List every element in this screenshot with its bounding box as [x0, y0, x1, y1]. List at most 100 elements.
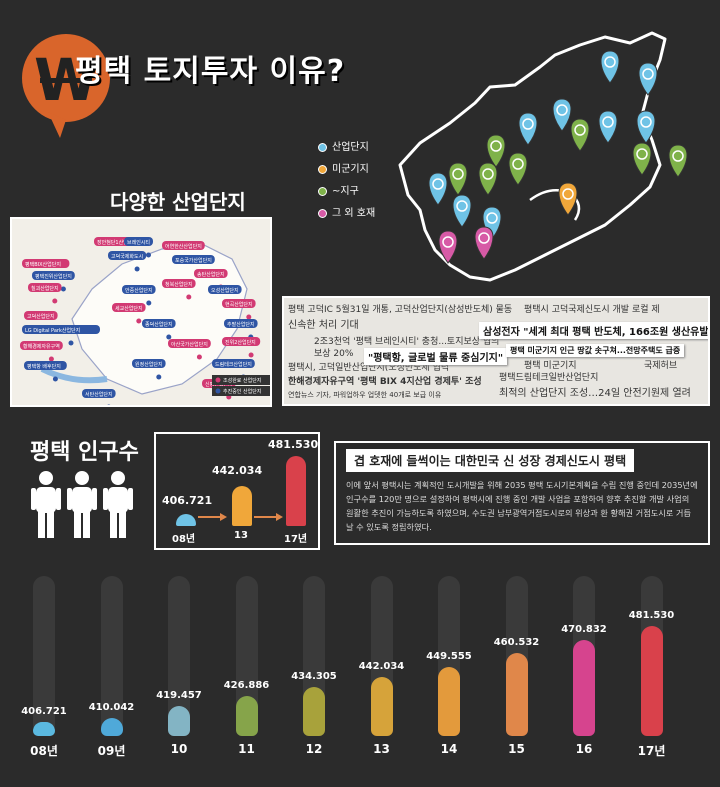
bar: [100, 717, 123, 736]
svg-text:어연한산산업단지: 어연한산산업단지: [165, 243, 202, 250]
svg-text:종덕산업단지: 종덕산업단지: [145, 321, 173, 328]
industrial-site-dot: [166, 334, 172, 340]
svg-text:평택BIX산업단지: 평택BIX산업단지: [25, 261, 61, 268]
svg-text:칠괴산업단지: 칠괴산업단지: [31, 285, 59, 292]
industrial-legend-item: 조성완료 산업단지: [212, 375, 270, 385]
news-headline: 평택 미군기지 인근 땅값 솟구쳐...전망주택도 급증: [506, 344, 685, 357]
bar-category-label: 13: [373, 742, 390, 756]
bar-category-label: 16: [575, 742, 593, 756]
svg-text:장안첨단1산업단지: 장안첨단1산업단지: [97, 239, 137, 246]
bar-track: [100, 576, 123, 736]
bar-track: [168, 576, 190, 736]
description-box: 겹 호재에 들썩이는 대한민국 신 성장 경제신도시 평택 이에 앞서 평택시는…: [334, 441, 710, 545]
industrial-tag: 추팔산업단지: [224, 319, 258, 328]
news-line: 평택시, 고덕일반산업단지(오성반도체 협력: [288, 363, 450, 373]
industrial-tag: 칠괴산업단지: [28, 283, 62, 292]
industrial-site-dot: [156, 374, 162, 380]
industrial-site-dot: [246, 314, 252, 320]
news-line: 신속한 처리 기대: [288, 320, 359, 331]
bar: [303, 686, 325, 736]
map-pin-icon: [474, 226, 494, 260]
people-icon: [31, 471, 133, 538]
legend-item-industrial: 산업단지: [318, 138, 369, 153]
bar-category-label: 14: [440, 742, 458, 756]
map-pin-icon: [452, 194, 472, 228]
bar-value-label: 470.832: [561, 623, 607, 635]
bar: [573, 639, 595, 736]
bar-value-label: 442.034: [358, 660, 405, 672]
map-pin-icon: [552, 98, 572, 132]
industrial-tag: 오성산업단지: [208, 285, 242, 294]
map-pins: [428, 50, 688, 264]
industrial-site-dot: [52, 298, 58, 304]
svg-text:송탄산업단지: 송탄산업단지: [197, 271, 225, 278]
bar-category-label: 17년: [637, 744, 666, 758]
news-collage: 평택 고덕IC 5월31일 개통, 고덕산업단지(삼성반도체) 물동 신속한 처…: [282, 296, 710, 406]
map-pin-icon: [638, 62, 658, 96]
industrial-tag: 평택진위산업단지: [32, 271, 75, 280]
bar-value-label: 419.457: [156, 689, 202, 701]
svg-text:평택항 배후단지: 평택항 배후단지: [27, 363, 61, 370]
bar-category-label: 10: [170, 742, 188, 756]
bar-value-label: 449.555: [426, 651, 472, 663]
bar: [33, 722, 55, 736]
map-pin-icon: [668, 144, 688, 178]
svg-text:현곡산업단지: 현곡산업단지: [225, 301, 253, 308]
bar-value-label: 410.042: [88, 701, 135, 713]
legend-item-other: 그 외 호재: [318, 204, 375, 219]
industrial-site-dot: [248, 352, 254, 358]
industrial-title: 다양한 산업단지: [110, 190, 246, 214]
industrial-site-dot: [186, 294, 192, 300]
industrial-site-dot: [146, 300, 152, 306]
legend-dot-icon: [318, 208, 327, 218]
bar-value-label: 460.532: [493, 636, 540, 648]
legend-item-district: ~지구: [318, 182, 359, 197]
svg-text:고덕국제화도시: 고덕국제화도시: [111, 253, 143, 260]
description-title: 겹 호재에 들썩이는 대한민국 신 성장 경제신도시 평택: [346, 449, 635, 472]
industrial-site-dot: [136, 318, 142, 324]
industrial-tag: 고덕국제화도시: [108, 251, 147, 260]
svg-text:브레인시티: 브레인시티: [127, 239, 150, 246]
map-pin-icon: [558, 182, 578, 216]
bar-category-label: 12: [305, 742, 323, 756]
news-headline: 삼성전자 "세계 최대 평택 반도체, 166조원 생산유발": [479, 322, 708, 339]
svg-text:청북산업단지: 청북산업단지: [165, 281, 193, 288]
news-line: 2조3천억 '평택 브레인시티' 충청...토지보상 협의: [314, 337, 500, 347]
bar-category-label: 15: [508, 742, 525, 756]
industrial-tag: 청북산업단지: [162, 279, 196, 288]
legend-dot-icon: [318, 164, 327, 174]
industrial-tag: 평택항 배후단지: [24, 361, 67, 370]
legend-dot-icon: [318, 186, 327, 196]
svg-text:세교산업단지: 세교산업단지: [115, 305, 143, 312]
pyeongtaek-map: [398, 31, 688, 282]
industrial-tag: 송탄산업단지: [194, 269, 228, 278]
svg-text:드림테크산업단지: 드림테크산업단지: [215, 361, 252, 368]
mini-label-08: 08년: [172, 534, 196, 545]
map-pin-icon: [428, 172, 448, 206]
industrial-tag: 안중산업단지: [122, 285, 156, 294]
mini-bar-13: [232, 486, 252, 526]
svg-text:오성산업단지: 오성산업단지: [211, 287, 239, 294]
industrial-tag: 서탄산업단지: [82, 389, 116, 398]
bar: [168, 705, 190, 736]
news-line: 평택드림테크일반산업단지: [499, 373, 599, 383]
industrial-tag: 종덕산업단지: [142, 319, 176, 328]
legend-dot-icon: [318, 142, 327, 152]
svg-text:안중산업단지: 안중산업단지: [125, 287, 153, 294]
industrial-tag: 포승국가산업단지: [172, 255, 215, 264]
industrial-site-dot: [52, 376, 58, 382]
svg-text:포승국가산업단지: 포승국가산업단지: [175, 257, 212, 264]
svg-text:추진중인 산업단지: 추진중인 산업단지: [223, 388, 261, 395]
industrial-site-dot: [68, 340, 74, 346]
mini-bar-08: [176, 514, 196, 526]
svg-text:서탄산업단지: 서탄산업단지: [85, 391, 113, 398]
mini-value-13: 442.034: [212, 464, 263, 477]
industrial-tag: LG Digital Park산업단지: [22, 325, 100, 334]
arrow-right-icon: [198, 513, 227, 521]
map-pin-icon: [600, 50, 620, 84]
news-line: 평택시 고덕국제신도시 개발 로컬 제: [524, 305, 660, 315]
map-pin-icon: [438, 230, 458, 264]
svg-text:원정산업단지: 원정산업단지: [135, 361, 163, 368]
